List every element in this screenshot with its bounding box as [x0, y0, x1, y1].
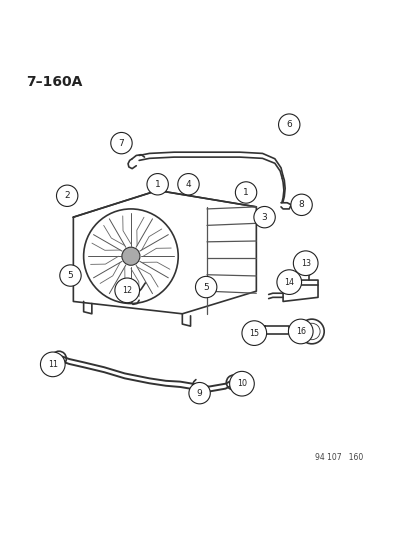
Circle shape [177, 174, 199, 195]
Text: 15: 15 [249, 329, 259, 337]
Circle shape [111, 132, 132, 154]
Text: 3: 3 [261, 213, 267, 222]
Text: 2: 2 [64, 191, 70, 200]
Circle shape [235, 182, 256, 203]
Circle shape [195, 277, 216, 298]
Circle shape [288, 319, 312, 344]
Text: 7: 7 [118, 139, 124, 148]
Circle shape [115, 278, 139, 303]
Text: 6: 6 [286, 120, 292, 129]
Circle shape [276, 270, 301, 294]
Circle shape [229, 372, 254, 396]
Circle shape [40, 352, 65, 377]
Circle shape [293, 251, 317, 276]
Text: 7–160A: 7–160A [26, 75, 82, 90]
Circle shape [253, 206, 275, 228]
Text: 4: 4 [185, 180, 191, 189]
Text: 11: 11 [47, 360, 58, 369]
Circle shape [278, 114, 299, 135]
Text: 10: 10 [236, 379, 247, 388]
Text: 5: 5 [203, 282, 209, 292]
Text: 94 107   160: 94 107 160 [314, 453, 362, 462]
Circle shape [59, 265, 81, 286]
Circle shape [290, 194, 311, 215]
Circle shape [188, 383, 210, 404]
Text: 5: 5 [67, 271, 73, 280]
Text: 16: 16 [295, 327, 305, 336]
Text: 1: 1 [154, 180, 160, 189]
Circle shape [121, 247, 140, 265]
Text: 12: 12 [122, 286, 132, 295]
Text: 14: 14 [284, 278, 294, 287]
Text: 13: 13 [300, 259, 310, 268]
Circle shape [241, 321, 266, 345]
Circle shape [56, 185, 78, 206]
Text: 1: 1 [242, 188, 248, 197]
Text: 9: 9 [196, 389, 202, 398]
Text: 8: 8 [298, 200, 304, 209]
Circle shape [147, 174, 168, 195]
